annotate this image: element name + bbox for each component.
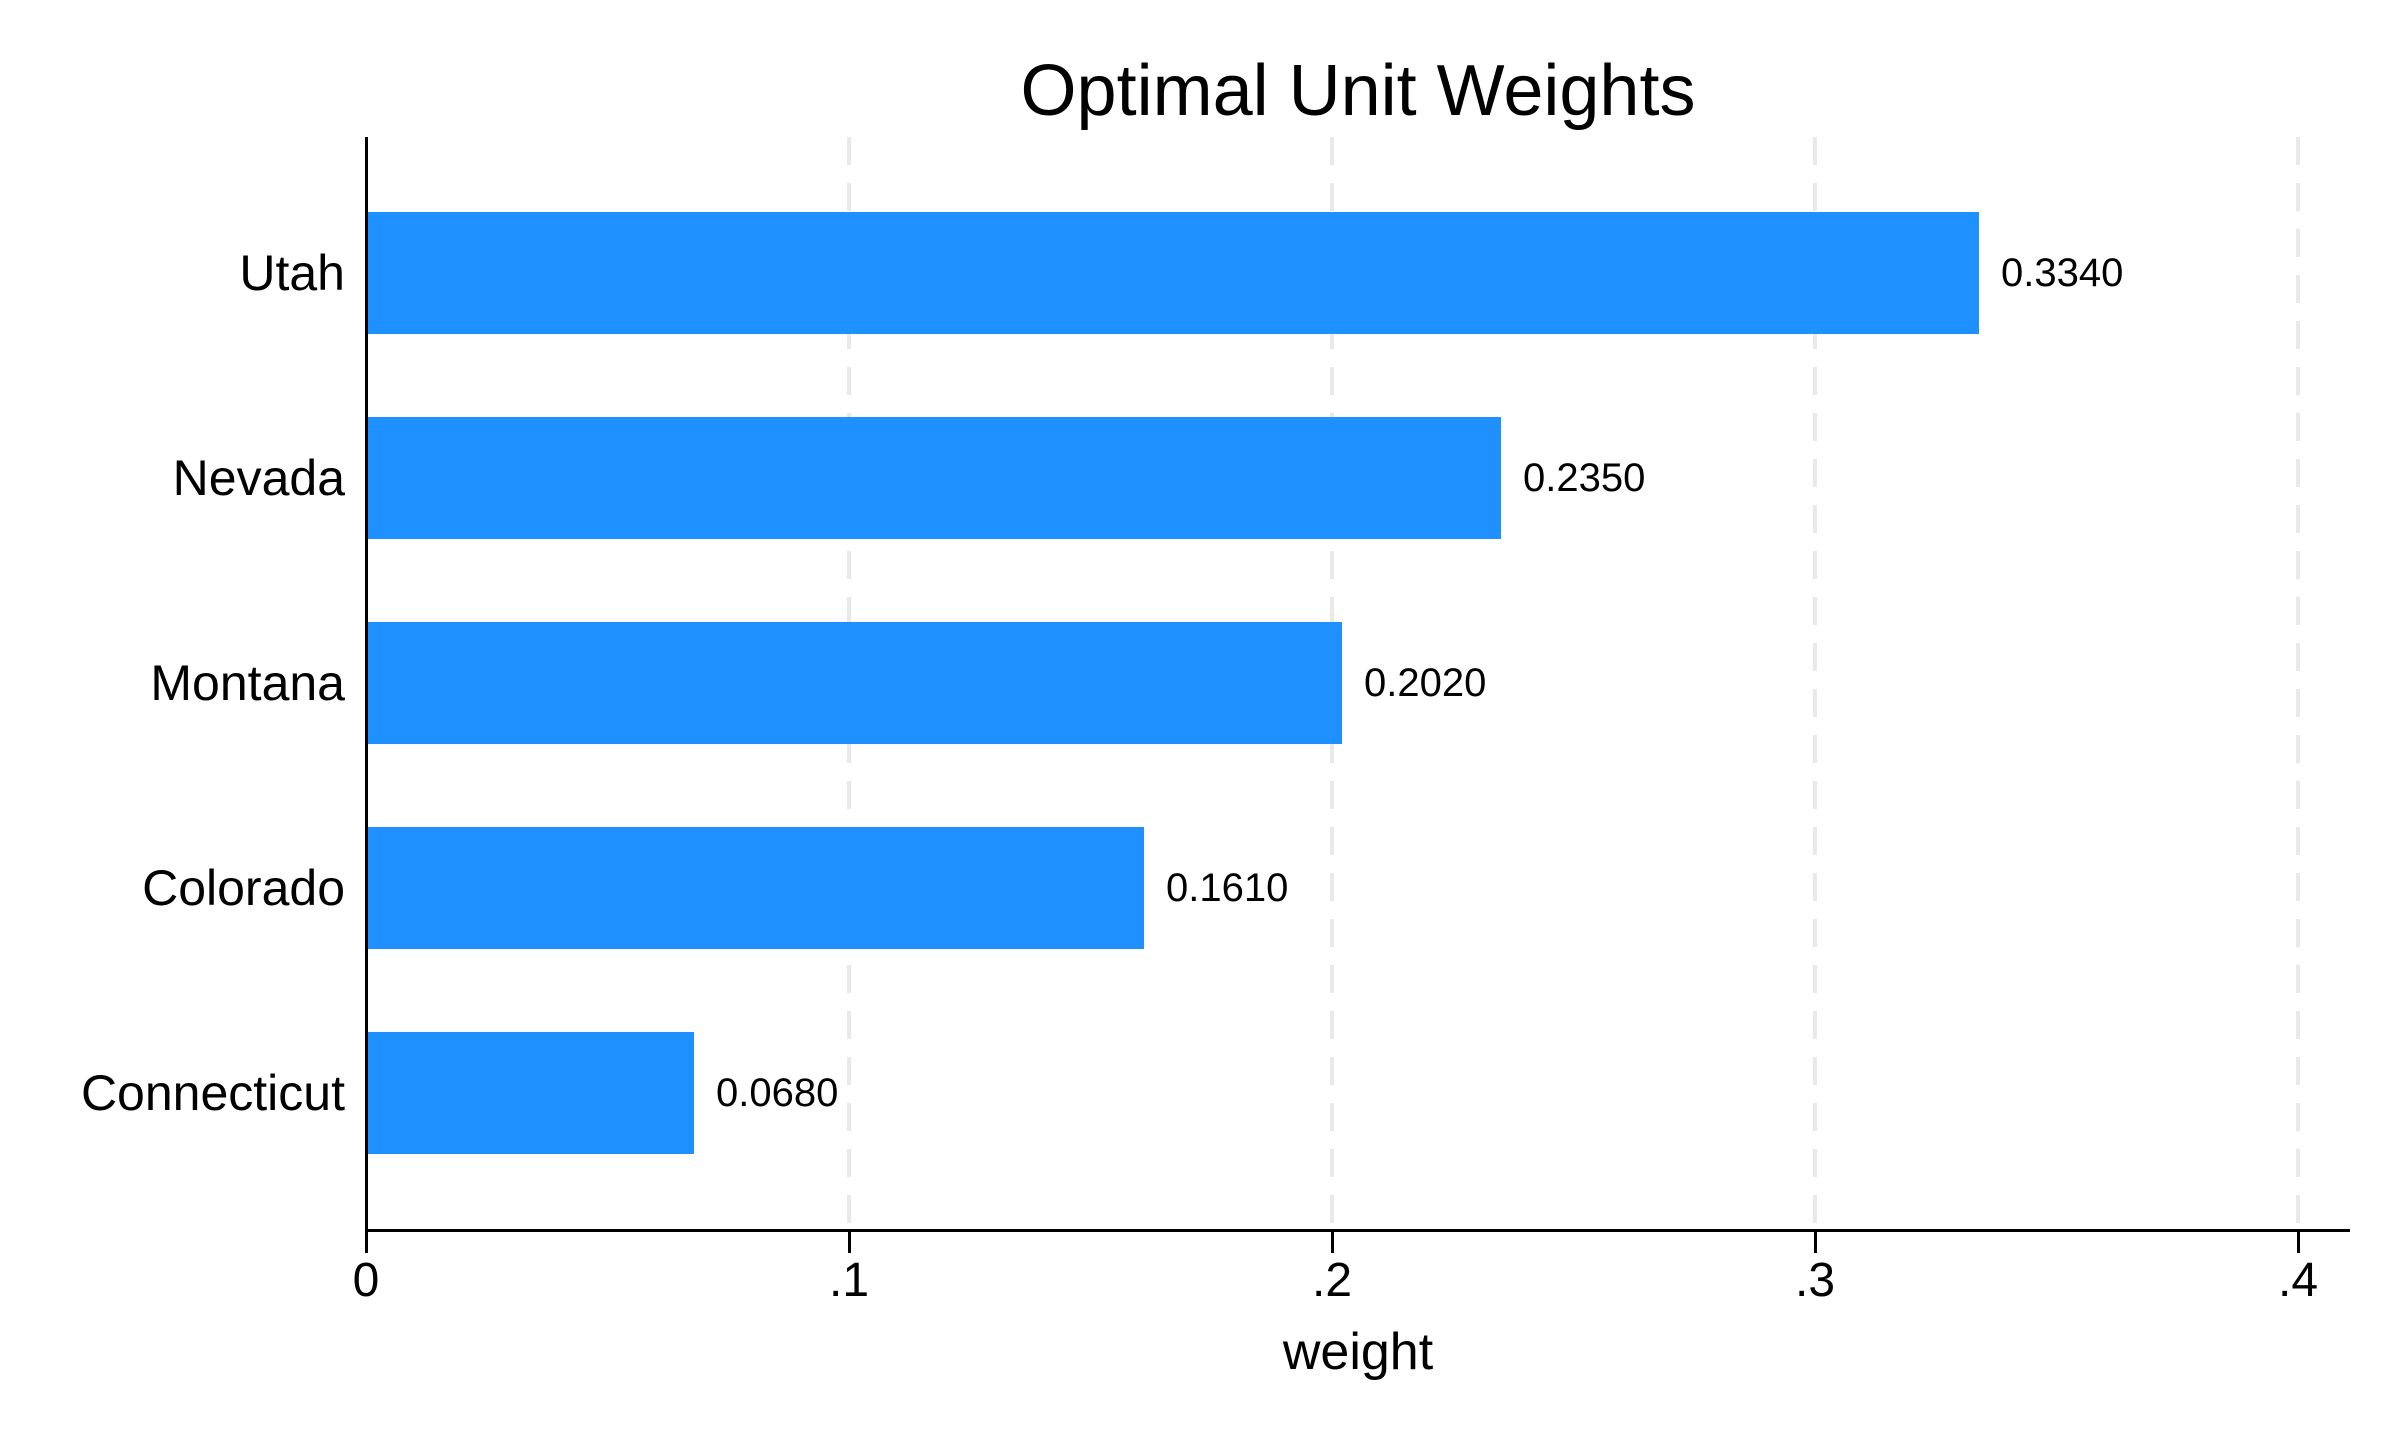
bar-montana — [366, 622, 1342, 744]
x-tick-4 — [2297, 1232, 2300, 1253]
x-tick-0 — [365, 1232, 368, 1253]
x-tick-2 — [1331, 1232, 1334, 1253]
x-axis-line — [366, 1229, 2350, 1232]
category-label-nevada: Nevada — [172, 450, 345, 506]
value-label-montana: 0.2020 — [1364, 661, 1487, 705]
value-label-nevada: 0.2350 — [1523, 456, 1646, 500]
y-axis-line — [365, 137, 368, 1232]
value-label-connecticut: 0.0680 — [716, 1071, 839, 1115]
category-label-connecticut: Connecticut — [80, 1065, 345, 1121]
x-tick-label-1: .1 — [828, 1254, 870, 1307]
category-label-colorado: Colorado — [142, 860, 345, 916]
x-tick-label-2: .2 — [1311, 1254, 1353, 1307]
x-tick-label-3: .3 — [1794, 1254, 1836, 1307]
category-label-utah: Utah — [239, 245, 345, 301]
bar-nevada — [366, 417, 1501, 539]
x-tick-label-0: 0 — [352, 1254, 380, 1307]
x-tick-3 — [1814, 1232, 1817, 1253]
chart-title: Optimal Unit Weights — [1020, 51, 1696, 131]
x-axis-title: weight — [1282, 1323, 1434, 1381]
x-tick-1 — [848, 1232, 851, 1253]
gridline-3 — [1813, 137, 1817, 1229]
bar-utah — [366, 212, 1979, 334]
x-tick-label-4: .4 — [2277, 1254, 2319, 1307]
gridline-4 — [2296, 137, 2300, 1229]
category-label-montana: Montana — [150, 655, 345, 711]
bar-colorado — [366, 827, 1144, 949]
value-label-colorado: 0.1610 — [1166, 866, 1289, 910]
bar-connecticut — [366, 1032, 694, 1154]
value-label-utah: 0.3340 — [2001, 251, 2124, 295]
